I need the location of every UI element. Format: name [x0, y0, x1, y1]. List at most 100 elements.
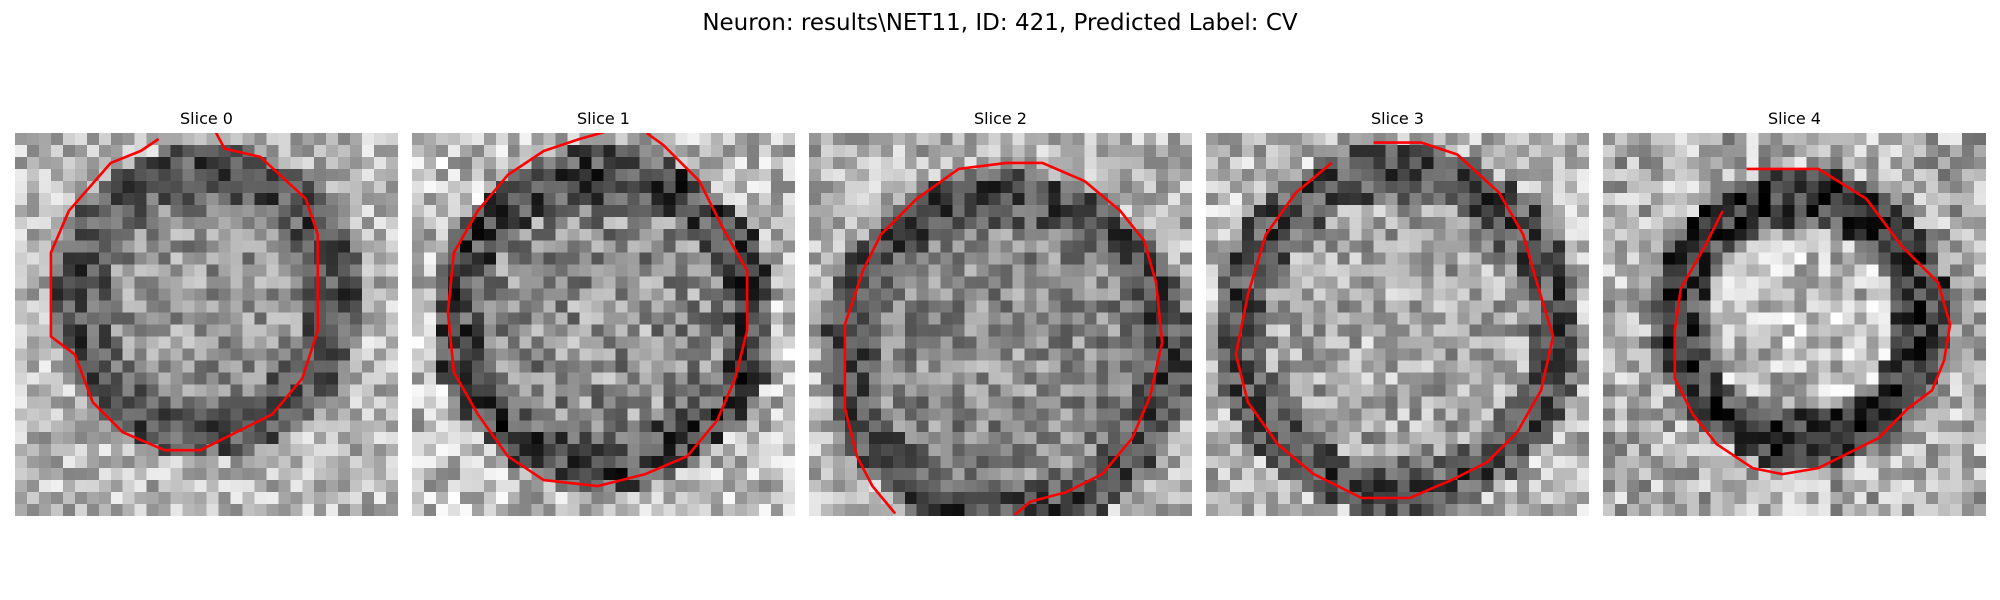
image-pixel — [856, 204, 870, 218]
image-pixel — [1024, 480, 1038, 493]
image-pixel — [916, 360, 930, 373]
image-pixel — [15, 324, 28, 338]
image-pixel — [38, 228, 52, 242]
image-pixel — [940, 228, 954, 242]
image-pixel — [1168, 456, 1181, 469]
image-pixel — [15, 372, 28, 385]
image-pixel — [699, 312, 712, 326]
image-pixel — [362, 420, 375, 433]
image-pixel — [1108, 468, 1121, 481]
image-pixel — [1096, 168, 1109, 182]
image-pixel — [771, 276, 784, 290]
image-pixel — [1445, 396, 1458, 409]
image-pixel — [1806, 228, 1820, 242]
image-pixel — [663, 348, 676, 362]
image-pixel — [1206, 204, 1219, 218]
image-pixel — [892, 264, 906, 278]
image-pixel — [1301, 384, 1315, 397]
image-pixel — [483, 324, 497, 338]
image-pixel — [615, 360, 629, 373]
image-pixel — [1120, 133, 1133, 146]
image-pixel — [170, 468, 184, 481]
image-pixel — [820, 204, 834, 218]
image-pixel — [1974, 336, 1986, 350]
image-pixel — [1012, 468, 1026, 481]
image-pixel — [1734, 348, 1748, 362]
slice-title: Slice 2 — [974, 109, 1027, 128]
image-pixel — [1926, 396, 1939, 409]
image-pixel — [362, 180, 375, 194]
image-pixel — [555, 336, 569, 350]
image-pixel — [459, 180, 473, 194]
image-pixel — [158, 288, 172, 302]
image-pixel — [1794, 336, 1808, 350]
image-pixel — [1337, 372, 1351, 385]
image-pixel — [74, 228, 88, 242]
image-pixel — [651, 312, 664, 326]
image-pixel — [1277, 456, 1291, 469]
image-pixel — [1265, 288, 1279, 302]
image-pixel — [1096, 348, 1109, 362]
image-pixel — [1674, 192, 1688, 206]
image-pixel — [435, 336, 449, 350]
image-pixel — [1241, 348, 1255, 362]
image-pixel — [1180, 348, 1192, 362]
image-pixel — [1481, 312, 1494, 326]
image-pixel — [1782, 240, 1796, 254]
image-pixel — [134, 360, 148, 373]
image-pixel — [1241, 312, 1255, 326]
image-pixel — [206, 264, 220, 278]
image-pixel — [759, 492, 772, 505]
image-pixel — [1734, 204, 1748, 218]
image-pixel — [663, 300, 676, 314]
image-pixel — [663, 312, 676, 326]
image-pixel — [1036, 168, 1049, 182]
image-pixel — [1746, 312, 1760, 326]
image-pixel — [423, 408, 437, 421]
image-pixel — [1758, 300, 1772, 314]
image-pixel — [423, 336, 437, 350]
image-pixel — [1301, 133, 1315, 146]
image-pixel — [1457, 180, 1470, 194]
image-pixel — [218, 300, 232, 314]
image-pixel — [1144, 180, 1157, 194]
image-pixel — [928, 336, 942, 350]
image-pixel — [146, 216, 160, 230]
image-pixel — [783, 432, 795, 445]
image-pixel — [471, 396, 485, 409]
image-pixel — [1084, 336, 1097, 350]
image-pixel — [1156, 432, 1169, 445]
image-pixel — [326, 204, 339, 218]
image-pixel — [1698, 312, 1712, 326]
image-pixel — [988, 192, 1002, 206]
image-pixel — [1048, 288, 1061, 302]
image-pixel — [868, 348, 882, 362]
image-pixel — [1758, 420, 1772, 433]
image-pixel — [26, 432, 40, 445]
image-pixel — [880, 252, 894, 266]
image-pixel — [1746, 276, 1760, 290]
image-pixel — [1072, 240, 1085, 254]
image-pixel — [1794, 252, 1808, 266]
image-pixel — [735, 144, 748, 158]
image-pixel — [976, 408, 990, 421]
image-pixel — [182, 432, 196, 445]
image-pixel — [1132, 312, 1145, 326]
image-pixel — [675, 372, 688, 385]
image-pixel — [1866, 384, 1879, 397]
image-pixel — [1505, 336, 1518, 350]
image-pixel — [651, 492, 664, 505]
image-pixel — [182, 420, 196, 433]
image-pixel — [1782, 276, 1796, 290]
image-pixel — [567, 264, 581, 278]
image-pixel — [1734, 252, 1748, 266]
image-pixel — [1674, 456, 1688, 469]
image-pixel — [783, 156, 795, 170]
image-pixel — [735, 240, 748, 254]
image-pixel — [1722, 264, 1736, 278]
image-pixel — [1662, 156, 1676, 170]
image-pixel — [1060, 276, 1073, 290]
image-pixel — [146, 432, 160, 445]
image-pixel — [471, 156, 485, 170]
image-pixel — [735, 300, 748, 314]
